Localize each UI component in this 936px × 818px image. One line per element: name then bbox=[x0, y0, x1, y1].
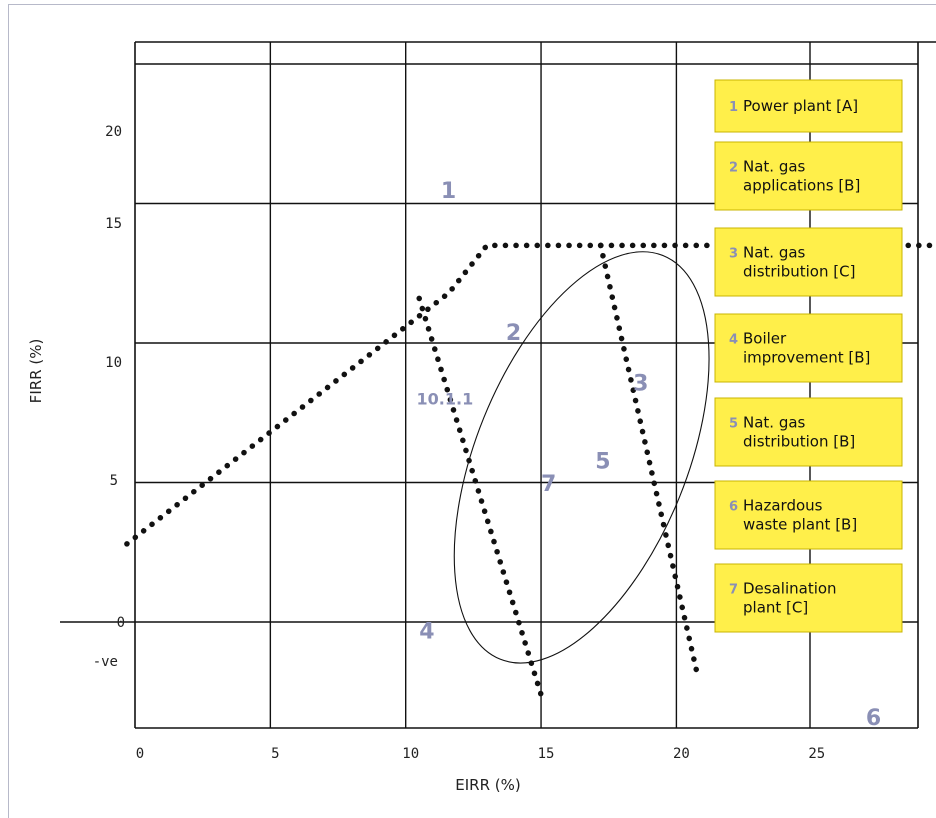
legend-box-5 bbox=[714, 397, 903, 467]
legend-box-2 bbox=[714, 141, 903, 211]
x-tick-label: 10 bbox=[402, 746, 419, 762]
legend-box-3 bbox=[714, 227, 903, 297]
legend-label-5: Nat. gas bbox=[743, 414, 806, 432]
legend-label-4: improvement [B] bbox=[743, 349, 870, 367]
frame-top-border bbox=[8, 4, 936, 5]
legend-label-2: Nat. gas bbox=[743, 158, 806, 176]
legend-label-5: distribution [B] bbox=[743, 433, 855, 451]
x-axis-title: EIRR (%) bbox=[455, 776, 520, 794]
legend-number-4: 4 bbox=[729, 333, 738, 348]
x-tick-label: 0 bbox=[136, 746, 144, 762]
dotted-curve-1 bbox=[124, 242, 936, 547]
y-tick-label: 10 bbox=[105, 355, 122, 371]
y-tick-label: 20 bbox=[105, 124, 122, 140]
legend-label-3: Nat. gas bbox=[743, 244, 806, 262]
legend-box-4 bbox=[714, 313, 903, 383]
legend-label-7: Desalination bbox=[743, 580, 837, 598]
legend-number-3: 3 bbox=[729, 247, 738, 262]
x-tick-label: 20 bbox=[673, 746, 690, 762]
legend-number-7: 7 bbox=[729, 583, 738, 598]
legend-box-6 bbox=[714, 480, 903, 550]
y-tick-label: 0 bbox=[117, 615, 125, 631]
dotted-curve-3 bbox=[597, 242, 701, 681]
legend-label-6: Hazardous bbox=[743, 497, 823, 515]
project-ellipse bbox=[453, 251, 710, 664]
legend-label-2: applications [B] bbox=[743, 177, 860, 195]
series-layer bbox=[124, 242, 936, 698]
point-label-3: 3 bbox=[633, 371, 648, 396]
point-label-2: 2 bbox=[506, 321, 521, 346]
legend-box-1 bbox=[714, 79, 903, 133]
legend-label-6: waste plant [B] bbox=[743, 516, 857, 534]
legend-label-3: distribution [C] bbox=[743, 263, 855, 281]
x-tick-label: 15 bbox=[538, 746, 555, 762]
legend-number-2: 2 bbox=[729, 161, 738, 176]
legend-label-4: Boiler bbox=[743, 330, 787, 348]
legend-box-7 bbox=[714, 563, 903, 633]
y-axis-title: FIRR (%) bbox=[27, 339, 45, 404]
dotted-curve-2 bbox=[416, 295, 544, 698]
legend-number-1: 1 bbox=[729, 100, 738, 115]
point-label-1: 1 bbox=[441, 179, 456, 204]
point-label-5: 5 bbox=[595, 450, 610, 475]
legend-label-7: plant [C] bbox=[743, 599, 808, 617]
y-tick-label: 5 bbox=[110, 473, 118, 489]
legend-number-5: 5 bbox=[729, 417, 738, 432]
point-label-6: 6 bbox=[866, 706, 881, 731]
legend-label-1: Power plant [A] bbox=[743, 97, 858, 115]
frame-left-border bbox=[8, 4, 9, 818]
annotation-label: 10.1.1 bbox=[417, 389, 474, 408]
point-label-7: 7 bbox=[541, 472, 556, 497]
legend-number-6: 6 bbox=[729, 500, 738, 515]
y-tick-label: -ve bbox=[93, 654, 118, 670]
point-label-4: 4 bbox=[419, 620, 434, 645]
x-tick-label: 5 bbox=[271, 746, 279, 762]
labels-layer: 1 2 3 4 5 6 7 10.1.1 bbox=[417, 179, 882, 731]
y-tick-label: 15 bbox=[105, 216, 122, 232]
x-tick-label: 25 bbox=[808, 746, 825, 762]
